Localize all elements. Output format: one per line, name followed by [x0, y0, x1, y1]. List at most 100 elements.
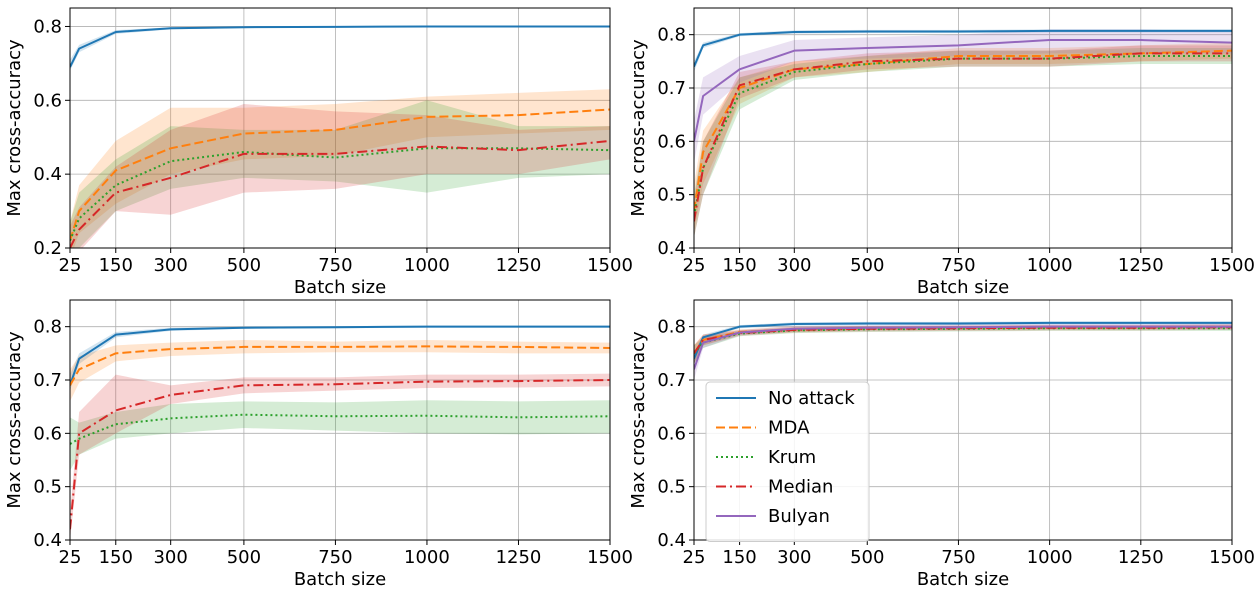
- band-median: [70, 373, 610, 540]
- y-tick-label: 0.6: [33, 90, 62, 111]
- band-mda: [70, 340, 610, 402]
- x-tick-label: 1250: [1118, 255, 1164, 276]
- line-median: [70, 379, 610, 530]
- x-tick-label: 25: [683, 255, 706, 276]
- y-tick-label: 0.6: [657, 131, 686, 152]
- plot-area: [70, 25, 610, 248]
- y-tick-label: 0.7: [33, 370, 62, 391]
- legend-label: Krum: [768, 447, 816, 468]
- line-no-attack: [694, 29, 1232, 68]
- legend-label: Bulyan: [768, 506, 830, 527]
- x-tick-label: 25: [683, 547, 706, 568]
- x-tick-label: 1000: [1027, 255, 1073, 276]
- plot-area: [694, 321, 1232, 380]
- band-krum: [70, 400, 610, 471]
- y-tick-label: 0.2: [33, 238, 62, 259]
- y-axis-label: Max cross-accuracy: [4, 39, 25, 217]
- x-tick-label: 500: [850, 547, 884, 568]
- band-mda: [70, 89, 610, 248]
- x-tick-label: 1250: [496, 255, 542, 276]
- x-tick-label: 500: [227, 255, 261, 276]
- x-axis-label: Batch size: [917, 277, 1009, 298]
- x-tick-label: 750: [318, 547, 352, 568]
- line-bulyan: [694, 325, 1232, 370]
- x-tick-label: 500: [850, 255, 884, 276]
- band-krum: [70, 100, 610, 248]
- axes-frame: [69, 299, 611, 541]
- y-axis-label: Max cross-accuracy: [628, 331, 649, 509]
- plot-area: [694, 29, 1232, 238]
- line-no-attack: [70, 325, 610, 386]
- line-median: [694, 326, 1232, 354]
- chart-panel-4: 25 150 300 500 750 1000 1250 1500 0.4 0.5 0.6 0.7 0.…: [628, 299, 1255, 590]
- y-tick-label: 0.8: [33, 16, 62, 37]
- band-no-attack: [70, 325, 610, 391]
- x-tick-label: 150: [99, 547, 133, 568]
- axes-frame: [693, 299, 1233, 541]
- y-tick-label: 0.6: [33, 423, 62, 444]
- x-tick-label: 300: [777, 547, 811, 568]
- y-tick-label: 0.8: [657, 317, 686, 338]
- line-no-attack: [694, 321, 1232, 360]
- chart-panel-3: 25 150 300 500 750 1000 1250 1500 0.4 0.5 0.6 0.7 0.…: [4, 299, 633, 590]
- line-krum: [694, 55, 1232, 217]
- y-tick-label: 0.7: [657, 78, 686, 99]
- line-mda: [694, 49, 1232, 211]
- y-tick-label: 0.8: [33, 317, 62, 338]
- legend-label: Median: [768, 477, 833, 498]
- y-tick-label: 0.4: [657, 530, 686, 551]
- legend-label: No attack: [768, 388, 855, 409]
- chart-panel-1: 25 150 300 500 750 1000 1250 1500 0.2 0.4 0.6 0.8 Ba…: [4, 7, 633, 298]
- y-tick-label: 0.5: [33, 477, 62, 498]
- x-tick-label: 300: [777, 255, 811, 276]
- x-tick-label: 500: [227, 547, 261, 568]
- x-tick-label: 1500: [587, 255, 633, 276]
- x-tick-label: 300: [153, 255, 187, 276]
- plot-area: [70, 325, 610, 540]
- band-bulyan: [694, 324, 1232, 380]
- band-krum: [694, 325, 1232, 364]
- x-axis-label: Batch size: [294, 569, 386, 590]
- y-tick-label: 0.7: [657, 370, 686, 391]
- x-tick-label: 750: [941, 255, 975, 276]
- x-tick-label: 1500: [1209, 255, 1255, 276]
- band-median: [70, 104, 610, 248]
- band-bulyan: [694, 29, 1232, 163]
- line-no-attack: [70, 25, 610, 68]
- x-tick-label: 1500: [1209, 547, 1255, 568]
- legend: No attack MDA Krum Median Bulyan: [705, 381, 870, 542]
- x-tick-label: 1000: [404, 255, 450, 276]
- x-axis-label: Batch size: [294, 277, 386, 298]
- line-krum: [694, 327, 1232, 354]
- line-median: [694, 52, 1232, 222]
- x-axis-label: Batch size: [917, 569, 1009, 590]
- x-tick-label: 25: [59, 255, 82, 276]
- legend-box: [705, 381, 870, 542]
- x-tick-label: 1500: [587, 547, 633, 568]
- x-tick-label: 1000: [1027, 547, 1073, 568]
- y-tick-label: 0.5: [657, 185, 686, 206]
- x-tick-label: 1000: [404, 547, 450, 568]
- y-axis-label: Max cross-accuracy: [628, 39, 649, 217]
- x-tick-label: 150: [99, 255, 133, 276]
- chart-panel-2: 25 150 300 500 750 1000 1250 1500 0.4 0.5 0.6 0.7 0.…: [628, 7, 1255, 298]
- y-tick-label: 0.8: [657, 25, 686, 46]
- band-no-attack: [70, 25, 610, 71]
- x-tick-label: 750: [941, 547, 975, 568]
- x-tick-label: 750: [318, 255, 352, 276]
- y-tick-label: 0.4: [33, 164, 62, 185]
- line-mda: [70, 345, 610, 386]
- x-tick-label: 300: [153, 547, 187, 568]
- y-axis-label: Max cross-accuracy: [4, 331, 25, 509]
- x-tick-label: 1250: [496, 547, 542, 568]
- axes-frame: [693, 7, 1233, 249]
- line-median: [70, 139, 610, 248]
- x-tick-label: 1250: [1118, 547, 1164, 568]
- y-tick-label: 0.4: [657, 238, 686, 259]
- axes-frame: [69, 7, 611, 249]
- x-tick-label: 150: [722, 255, 756, 276]
- line-bulyan: [694, 39, 1232, 142]
- line-krum: [70, 147, 610, 241]
- x-tick-label: 25: [59, 547, 82, 568]
